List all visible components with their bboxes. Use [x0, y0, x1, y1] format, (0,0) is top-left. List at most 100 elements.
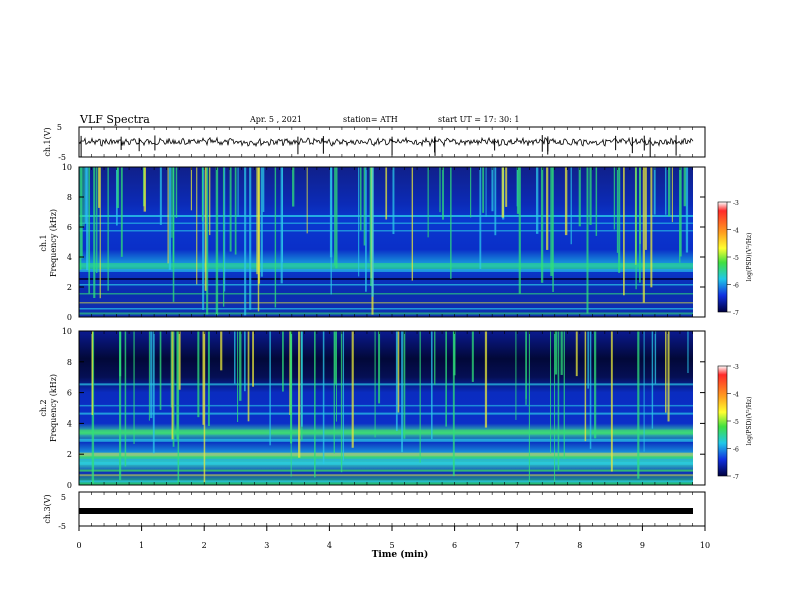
ch2-channel-label: ch.2	[39, 399, 48, 416]
freq-tick-label: 2	[67, 283, 72, 292]
sferic-spike	[540, 167, 544, 283]
ch1-freq-axis-label: Frequency (kHz)	[49, 209, 58, 277]
sferic-spike	[247, 331, 250, 422]
sferic-spike	[340, 331, 343, 473]
ch2-freq-axis-label: Frequency (kHz)	[49, 374, 58, 442]
sferic-spike	[306, 167, 308, 234]
freq-tick-label: 0	[67, 481, 72, 490]
sferic-spike	[411, 167, 414, 281]
sferic-spike	[342, 331, 345, 461]
sferic-spike	[289, 331, 293, 444]
spectral-band	[79, 455, 693, 459]
sferic-spike	[401, 331, 403, 453]
sferic-spike	[116, 167, 120, 209]
ch1-colorbar-label: log(PSD)(V²/Hz)	[746, 233, 753, 282]
sferic-spike	[234, 167, 237, 255]
sferic-spike	[170, 331, 172, 408]
sferic-spike	[120, 167, 123, 257]
ch1-ytick-bottom: -5	[58, 153, 66, 162]
sferic-spike	[365, 167, 367, 292]
sferic-spike	[201, 167, 204, 222]
spectral-band	[79, 308, 693, 310]
freq-tick-label: 10	[62, 327, 72, 336]
spectral-band	[79, 312, 693, 315]
sferic-spike	[595, 167, 598, 236]
sferic-spike	[589, 331, 592, 449]
sferic-spike	[430, 331, 433, 440]
freq-tick-label: 10	[62, 163, 72, 172]
sferic-spike	[643, 331, 645, 452]
sferic-spike	[679, 167, 681, 263]
sferic-spike	[610, 331, 613, 472]
sferic-spike	[501, 167, 505, 218]
time-tick-label: 5	[389, 541, 394, 550]
sferic-spike	[209, 167, 211, 236]
time-tick-label: 3	[264, 541, 269, 550]
spectral-band	[79, 269, 693, 272]
sferic-spike	[535, 167, 539, 234]
sferic-spike	[171, 167, 173, 238]
sferic-spike	[665, 167, 667, 215]
sferic-spike	[403, 331, 406, 439]
sferic-spike	[374, 331, 376, 438]
sferic-spike	[99, 167, 101, 299]
sferic-spike	[197, 331, 200, 418]
spectral-band	[79, 263, 693, 269]
sferic-spike	[334, 331, 337, 384]
freq-tick-label: 2	[67, 450, 72, 459]
sferic-spike	[220, 331, 223, 371]
colorbar-tick-label: -7	[733, 310, 739, 317]
sferic-spike	[204, 167, 207, 291]
spectral-band	[79, 278, 693, 280]
sferic-spike	[613, 167, 616, 230]
colorbar-tick-label: -4	[733, 392, 739, 399]
sferic-spike	[148, 331, 150, 421]
sferic-spike	[335, 167, 338, 269]
sferic-spike	[88, 167, 91, 294]
sferic-spike	[93, 167, 96, 299]
sferic-spike	[668, 167, 671, 217]
sferic-spike	[671, 167, 673, 223]
sferic-spike	[505, 167, 508, 207]
ch2-colorbar-label: log(PSD)(V²/Hz)	[746, 397, 753, 446]
sferic-spike	[152, 331, 155, 454]
sferic-spike	[282, 331, 284, 392]
start-time-label: start UT = 17: 30: 1	[438, 115, 519, 124]
sferic-spike	[168, 167, 172, 270]
sferic-spike	[86, 167, 89, 271]
time-tick-label: 6	[452, 541, 457, 550]
sferic-spike	[91, 331, 94, 415]
ch1-colorbar-ticks: -3 -4 -5 -6 -7	[727, 200, 739, 317]
sferic-spike	[550, 167, 553, 276]
sferic-spike	[224, 167, 226, 292]
sferic-spike	[623, 167, 625, 296]
sferic-spike	[452, 331, 455, 477]
sferic-spike	[554, 331, 558, 375]
sferic-spike	[553, 331, 556, 482]
sferic-spike	[644, 167, 647, 250]
spectral-band	[79, 429, 693, 435]
ch3-waveform-panel: 5 -5 ch.3(V)	[43, 491, 706, 531]
spectral-band	[79, 383, 693, 386]
spectral-band	[79, 284, 693, 286]
sferic-spike	[586, 167, 589, 314]
sferic-spike	[107, 167, 109, 291]
date-label: Apr. 5 , 2021	[249, 115, 302, 124]
sferic-spike	[525, 331, 527, 399]
sferic-spike	[653, 167, 656, 215]
sferic-spike	[260, 167, 263, 277]
sferic-spike	[654, 331, 657, 384]
colorbar-tick-label: -3	[733, 200, 739, 207]
ch3-waveform-trace	[79, 508, 693, 514]
sferic-spike	[450, 167, 452, 279]
sferic-spike	[274, 167, 277, 308]
sferic-spike	[485, 167, 487, 217]
ch1-waveform-trace	[78, 135, 694, 157]
sferic-spike	[363, 167, 366, 246]
sferic-spike	[190, 167, 193, 211]
sferic-spike	[651, 331, 654, 429]
freq-tick-label: 6	[67, 389, 72, 398]
sferic-spike	[351, 331, 354, 448]
